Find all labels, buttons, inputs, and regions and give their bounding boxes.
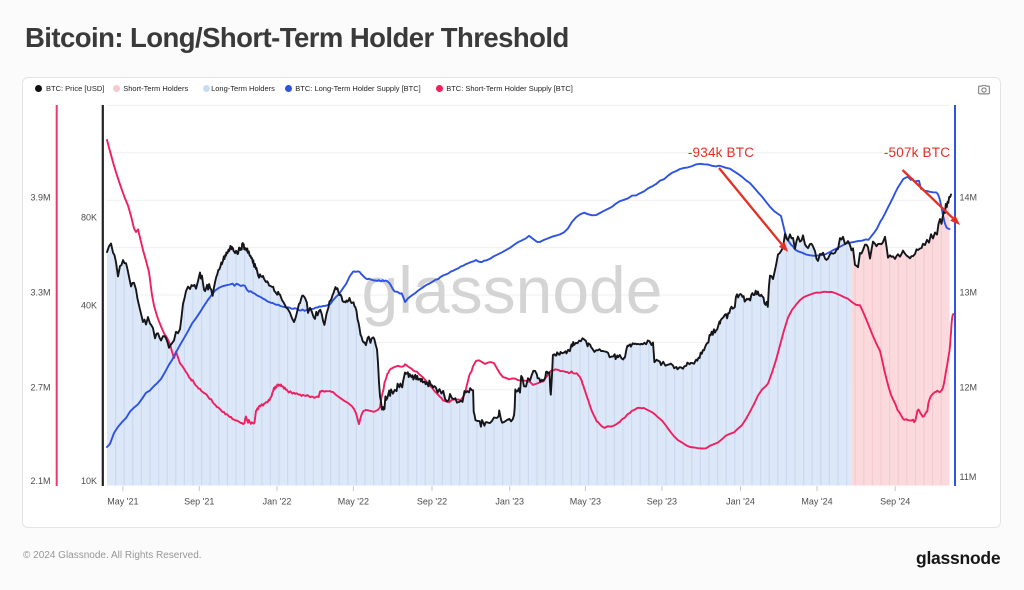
svg-text:40K: 40K — [81, 301, 97, 311]
svg-text:Sep '21: Sep '21 — [184, 497, 214, 507]
svg-text:Sep '22: Sep '22 — [417, 497, 447, 507]
svg-text:May '21: May '21 — [107, 497, 138, 507]
svg-text:-507k BTC: -507k BTC — [884, 145, 950, 160]
svg-text:11M: 11M — [960, 472, 977, 482]
svg-text:2.1M: 2.1M — [30, 476, 50, 486]
svg-text:80K: 80K — [81, 213, 97, 223]
svg-text:12M: 12M — [960, 383, 978, 393]
svg-text:Jan '22: Jan '22 — [263, 497, 292, 507]
svg-text:13M: 13M — [960, 288, 978, 298]
svg-text:2.7M: 2.7M — [30, 383, 50, 393]
svg-text:glassnode: glassnode — [362, 253, 663, 327]
svg-text:Sep '24: Sep '24 — [880, 497, 910, 507]
svg-text:May '23: May '23 — [570, 497, 601, 507]
svg-text:10K: 10K — [81, 476, 97, 486]
svg-text:-934k BTC: -934k BTC — [688, 145, 754, 160]
svg-text:3.9M: 3.9M — [30, 193, 50, 203]
svg-text:14M: 14M — [960, 193, 978, 203]
svg-text:Sep '23: Sep '23 — [647, 497, 677, 507]
svg-text:Jan '23: Jan '23 — [495, 497, 524, 507]
svg-text:May '22: May '22 — [338, 497, 369, 507]
svg-text:May '24: May '24 — [801, 497, 832, 507]
svg-text:3.3M: 3.3M — [30, 288, 50, 298]
svg-text:Jan '24: Jan '24 — [726, 497, 755, 507]
